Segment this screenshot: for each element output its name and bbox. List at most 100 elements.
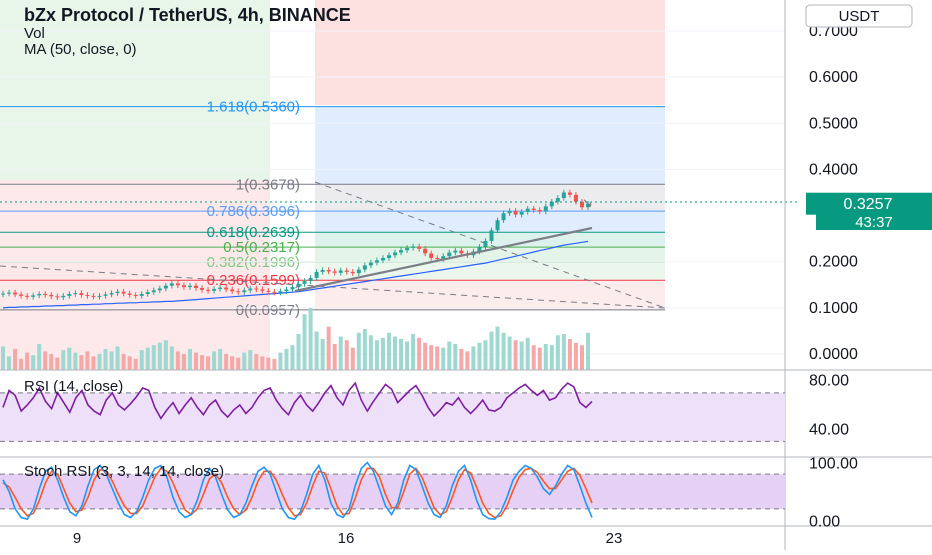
stoch-axis[interactable]: 100.00 0.00 xyxy=(809,456,858,531)
chart-title: bZx Protocol / TetherUS, 4h, BINANCE xyxy=(24,5,351,25)
candle-body xyxy=(121,291,126,294)
red-zone-top xyxy=(315,0,665,105)
volume-bar xyxy=(477,342,482,370)
currency-button-label[interactable]: USDT xyxy=(839,8,880,25)
volume-bar xyxy=(374,340,379,370)
price-tick-label-1: 0.6000 xyxy=(809,69,858,86)
candle-body xyxy=(495,220,500,231)
candle-body xyxy=(561,192,566,199)
volume-bar xyxy=(61,350,66,370)
volume-bar xyxy=(386,332,391,370)
volume-bar xyxy=(332,343,337,370)
volume-bar xyxy=(284,348,289,370)
volume-bar xyxy=(79,355,84,370)
volume-bar xyxy=(586,332,590,370)
candle-body xyxy=(157,288,162,291)
volume-bar xyxy=(405,341,410,370)
candle-body xyxy=(85,294,90,296)
candle-body xyxy=(332,271,337,273)
candle-body xyxy=(308,277,313,282)
candle-body xyxy=(417,246,422,249)
countdown-background xyxy=(816,214,932,230)
fib-band-2 xyxy=(315,211,665,233)
candle-body xyxy=(133,294,138,296)
volume-bar xyxy=(362,329,367,370)
rsi-label: RSI (14, close) xyxy=(24,378,123,395)
candle-body xyxy=(579,201,584,208)
volume-bar xyxy=(411,334,416,370)
candle-body xyxy=(429,253,434,259)
candle-body xyxy=(254,288,259,290)
fib-label-0: 1.618(0.5360) xyxy=(207,99,300,116)
candle-body xyxy=(97,295,102,297)
candle-body xyxy=(477,246,482,252)
volume-bar xyxy=(109,351,114,370)
volume-bar xyxy=(25,352,30,370)
candle-body xyxy=(586,203,590,208)
volume-bar xyxy=(447,341,452,370)
volume-bar xyxy=(127,356,132,370)
currency-button[interactable]: USDT xyxy=(805,4,913,28)
candle-body xyxy=(55,296,60,298)
volume-bar xyxy=(579,345,584,370)
current-price-badge: 0.3257 43:37 xyxy=(806,192,932,231)
fib-label-1: 1(0.3678) xyxy=(236,176,300,193)
rsi-axis[interactable]: 80.00 40.00 xyxy=(809,373,849,439)
volume-bar xyxy=(308,308,313,370)
candle-body xyxy=(272,291,277,293)
volume-bar xyxy=(266,357,271,370)
volume-bar xyxy=(242,352,247,370)
candle-body xyxy=(441,256,446,259)
fib-label-6: 0.236(0.1599) xyxy=(207,272,300,289)
volume-bar xyxy=(115,346,120,370)
candle-body xyxy=(91,295,96,297)
candle-body xyxy=(248,288,253,291)
volume-bar xyxy=(326,326,331,370)
rsi-tick-label-1: 40.00 xyxy=(809,421,849,438)
candle-body xyxy=(230,289,235,292)
candle-body xyxy=(1,293,5,295)
candle-body xyxy=(326,270,331,272)
volume-bar xyxy=(97,353,102,370)
volume-bar xyxy=(73,352,78,370)
candle-body xyxy=(296,283,301,288)
volume-bar xyxy=(314,331,319,370)
volume-bar xyxy=(465,351,470,370)
volume-bar xyxy=(344,340,349,370)
candle-body xyxy=(567,192,572,195)
volume-bar xyxy=(380,337,385,370)
candle-body xyxy=(242,290,247,293)
candle-body xyxy=(549,201,554,207)
volume-bar xyxy=(338,336,343,370)
trend-line-support[interactable] xyxy=(294,226,593,293)
volume-bar xyxy=(567,339,572,370)
candle-body xyxy=(435,258,440,260)
volume-bar xyxy=(423,342,428,370)
volume-bar xyxy=(320,339,325,370)
candle-body xyxy=(212,288,217,291)
candle-body xyxy=(423,248,428,254)
fib-label-4: 0.5(0.2317) xyxy=(223,239,300,256)
time-axis[interactable]: 9 16 23 xyxy=(73,530,623,547)
stoch-tick-label-0: 100.00 xyxy=(809,456,858,473)
volume-bar xyxy=(495,326,500,370)
currency-button-box[interactable] xyxy=(805,4,913,28)
volume-bar xyxy=(393,336,398,370)
volume-bar xyxy=(85,351,90,370)
volume-bar xyxy=(43,351,48,370)
volume-bar xyxy=(49,353,54,370)
volume-bar xyxy=(206,356,211,370)
vol-label: Vol xyxy=(24,25,45,42)
candle-body xyxy=(260,289,265,291)
fib-band-5 xyxy=(315,261,665,281)
volume-bar xyxy=(573,342,578,370)
trend-line-dashed-right[interactable] xyxy=(314,181,666,309)
volume-bar xyxy=(483,340,488,370)
candle-body xyxy=(139,294,144,296)
candle-body xyxy=(284,289,289,292)
candle-body xyxy=(453,250,458,253)
price-tick-label-3: 0.4000 xyxy=(809,161,858,178)
candle-body xyxy=(278,291,283,293)
candle-body xyxy=(314,271,319,278)
